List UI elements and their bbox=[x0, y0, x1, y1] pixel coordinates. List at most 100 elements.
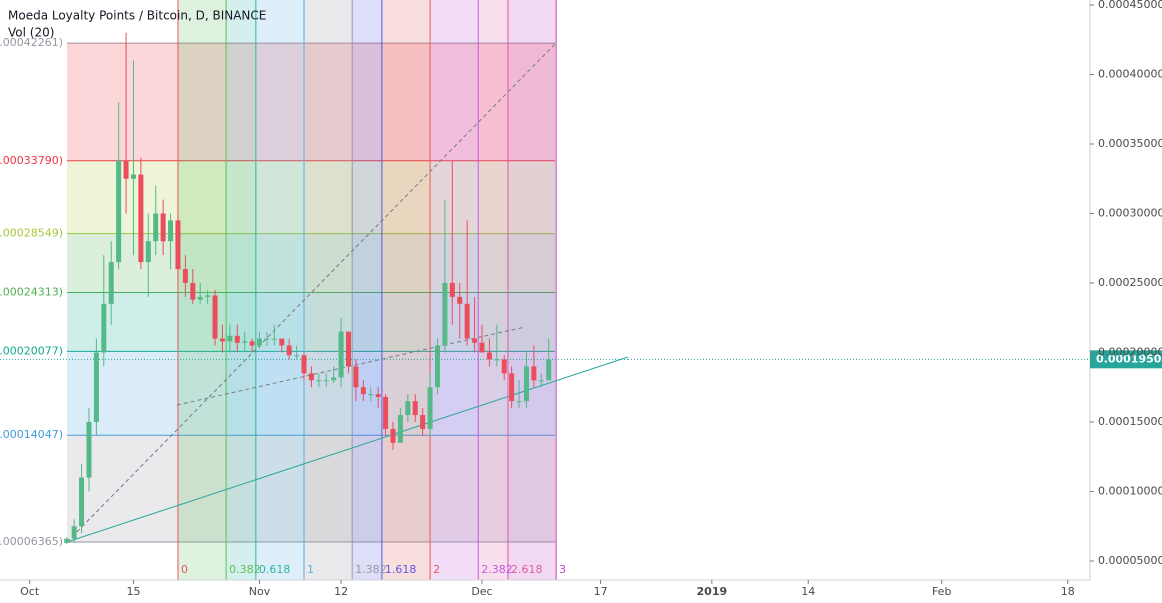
candle-body bbox=[331, 377, 337, 381]
candle-body bbox=[338, 331, 344, 378]
y-tick-label: 0.00015000 bbox=[1098, 415, 1162, 428]
fib-band bbox=[67, 351, 555, 436]
candle-body bbox=[390, 428, 396, 443]
fib-level-label: (0.00024313) bbox=[0, 286, 63, 299]
candle-body bbox=[116, 160, 122, 263]
candle-body bbox=[486, 352, 492, 360]
candle-body bbox=[79, 477, 85, 527]
candle-body bbox=[368, 394, 374, 396]
x-tick-label: Feb bbox=[932, 585, 951, 598]
candle-body bbox=[531, 366, 537, 381]
candle-body bbox=[464, 303, 470, 339]
candle-body bbox=[346, 331, 352, 367]
candle-body bbox=[271, 338, 277, 340]
time-zone-band bbox=[255, 0, 305, 580]
candle-body bbox=[64, 538, 70, 543]
y-tick-label: 0.00025000 bbox=[1098, 276, 1162, 289]
x-tick-label: 14 bbox=[801, 585, 815, 598]
candle-body bbox=[494, 359, 500, 361]
fib-level-label: (0.00033790) bbox=[0, 154, 63, 167]
time-zone-label: 1.382 bbox=[355, 563, 387, 576]
time-zone-label: 1.618 bbox=[385, 563, 417, 576]
candle-body bbox=[71, 526, 77, 539]
x-tick-label: Nov bbox=[249, 585, 271, 598]
time-zone-label: 2 bbox=[433, 563, 440, 576]
candle-body bbox=[546, 359, 552, 381]
x-tick-label: 18 bbox=[1061, 585, 1075, 598]
candle-body bbox=[479, 342, 485, 353]
y-tick-label: 0.00035000 bbox=[1098, 137, 1162, 150]
last-price-tag bbox=[1090, 350, 1162, 369]
candle-body bbox=[294, 355, 300, 357]
fib-level-label: (0.00028549) bbox=[0, 227, 63, 240]
candle-body bbox=[449, 282, 455, 297]
candle-body bbox=[316, 380, 322, 382]
fib-level-label: (0.00014047) bbox=[0, 428, 63, 441]
fib-level-label: (0.00042261) bbox=[0, 36, 63, 49]
candle-body bbox=[145, 241, 151, 263]
y-tick-label: 0.00010000 bbox=[1098, 484, 1162, 497]
candle-body bbox=[197, 296, 203, 300]
time-zone-label: 1 bbox=[307, 563, 314, 576]
candle-body bbox=[308, 373, 314, 381]
fib-band bbox=[67, 435, 555, 542]
candle-body bbox=[205, 295, 211, 297]
candle-body bbox=[101, 303, 107, 353]
indicator-label: Vol (20) bbox=[8, 26, 54, 40]
candle-body bbox=[457, 296, 463, 304]
time-zone-band bbox=[352, 0, 382, 580]
candles bbox=[0, 32, 1090, 545]
candle-body bbox=[509, 373, 515, 402]
time-zone-band bbox=[381, 0, 431, 580]
time-zone-label: 2.382 bbox=[481, 563, 513, 576]
x-tick-label: 2019 bbox=[697, 585, 728, 598]
time-zone-label: 0.618 bbox=[259, 563, 291, 576]
candle-body bbox=[257, 338, 263, 346]
candle-body bbox=[434, 345, 440, 388]
candle-body bbox=[405, 401, 411, 416]
x-tick-label: Oct bbox=[20, 585, 40, 598]
time-zone-band bbox=[304, 0, 353, 580]
candle-body bbox=[412, 401, 418, 416]
y-tick-label: 0.00005000 bbox=[1098, 554, 1162, 567]
x-tick-label: 17 bbox=[594, 585, 608, 598]
candle-body bbox=[242, 341, 248, 343]
candle-body bbox=[360, 387, 366, 395]
candle-body bbox=[212, 295, 218, 339]
fib-level-label: (0.00020077) bbox=[0, 344, 63, 357]
fib-bands bbox=[67, 0, 557, 580]
candle-body bbox=[175, 220, 181, 270]
candle-body bbox=[501, 359, 507, 374]
candle-body bbox=[138, 174, 144, 263]
candle-body bbox=[301, 355, 307, 374]
plot-area bbox=[0, 0, 1090, 580]
candle-body bbox=[168, 220, 174, 242]
time-zone-band bbox=[226, 0, 256, 580]
candle-body bbox=[353, 366, 359, 388]
time-zone-band bbox=[478, 0, 508, 580]
candle-body bbox=[397, 415, 403, 443]
time-zone-label: 0 bbox=[181, 563, 188, 576]
candle-body bbox=[160, 213, 166, 242]
candle-body bbox=[538, 380, 544, 382]
fib-band bbox=[67, 43, 555, 161]
candle-body bbox=[219, 338, 225, 342]
time-zone-band bbox=[177, 0, 227, 580]
candle-body bbox=[286, 345, 292, 356]
time-zone-label: 2.618 bbox=[511, 563, 543, 576]
candle-body bbox=[153, 213, 159, 242]
x-tick-label: 15 bbox=[126, 585, 140, 598]
y-tick-label: 0.00045000 bbox=[1098, 0, 1162, 11]
x-tick-label: 12 bbox=[334, 585, 348, 598]
candle-body bbox=[93, 352, 99, 422]
candle-body bbox=[279, 338, 285, 346]
candle-body bbox=[472, 338, 478, 343]
candle-body bbox=[108, 262, 114, 304]
candle-body bbox=[86, 421, 92, 478]
last-price-label: 0.00019507 bbox=[1096, 352, 1162, 365]
candle-body bbox=[442, 282, 448, 346]
candle-body bbox=[190, 282, 196, 300]
trend-line bbox=[66, 356, 629, 543]
